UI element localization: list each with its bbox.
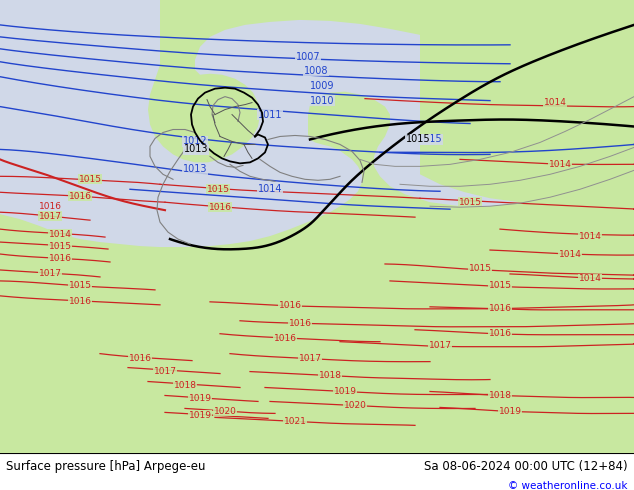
Polygon shape [148, 0, 634, 162]
Text: 1016: 1016 [278, 301, 302, 310]
Text: 1016: 1016 [489, 329, 512, 338]
Text: 1020: 1020 [214, 407, 236, 416]
Text: 1015: 1015 [68, 281, 91, 291]
Text: 1018: 1018 [489, 391, 512, 400]
Text: 1020: 1020 [344, 401, 366, 410]
Text: 1014: 1014 [548, 160, 571, 169]
Text: 1016: 1016 [273, 334, 297, 343]
Text: 1016: 1016 [68, 192, 91, 201]
Polygon shape [0, 0, 634, 247]
Text: 1019: 1019 [188, 394, 212, 403]
Text: 1015: 1015 [79, 175, 101, 184]
Text: 1017: 1017 [299, 354, 321, 363]
Text: 1013: 1013 [184, 145, 208, 154]
Text: 1008: 1008 [304, 66, 328, 76]
Text: 1017: 1017 [153, 367, 176, 376]
Text: 1016: 1016 [288, 319, 311, 328]
Text: 1019: 1019 [188, 411, 212, 420]
Text: 1015: 1015 [406, 134, 430, 145]
Text: 1015: 1015 [48, 242, 72, 250]
Text: 1019: 1019 [498, 407, 522, 416]
Text: 1016: 1016 [129, 354, 152, 363]
Text: 1016: 1016 [489, 304, 512, 313]
Text: 1015: 1015 [207, 185, 230, 194]
Text: 1014: 1014 [258, 184, 282, 194]
Text: 1015: 1015 [469, 265, 491, 273]
Text: 1015: 1015 [489, 281, 512, 291]
Text: 1018: 1018 [174, 381, 197, 390]
Text: 1009: 1009 [310, 81, 334, 91]
Text: 1016: 1016 [48, 253, 72, 263]
Text: 1016: 1016 [39, 202, 61, 211]
Text: 1014: 1014 [559, 249, 581, 259]
Text: 1014: 1014 [543, 98, 566, 107]
Text: 1015: 1015 [418, 134, 443, 145]
Text: 1016: 1016 [209, 203, 231, 212]
Polygon shape [420, 0, 634, 204]
Text: 1021: 1021 [283, 417, 306, 426]
Text: 1014: 1014 [579, 274, 602, 283]
Text: Sa 08-06-2024 00:00 UTC (12+84): Sa 08-06-2024 00:00 UTC (12+84) [424, 460, 628, 473]
Text: 1013: 1013 [183, 164, 207, 174]
Text: 1019: 1019 [333, 387, 356, 396]
Text: Surface pressure [hPa] Arpege-eu: Surface pressure [hPa] Arpege-eu [6, 460, 206, 473]
Text: © weatheronline.co.uk: © weatheronline.co.uk [508, 481, 628, 490]
Text: 1010: 1010 [310, 96, 334, 106]
Text: 1017: 1017 [429, 341, 451, 350]
Text: 1012: 1012 [183, 136, 207, 147]
Text: 1018: 1018 [318, 371, 342, 380]
Text: 1016: 1016 [68, 297, 91, 306]
Text: 1011: 1011 [258, 110, 282, 120]
Text: 1014: 1014 [579, 232, 602, 241]
Text: 1007: 1007 [295, 52, 320, 62]
Text: 1015: 1015 [458, 198, 481, 207]
Text: 1014: 1014 [49, 230, 72, 239]
Text: 1017: 1017 [39, 270, 61, 278]
Text: 1017: 1017 [39, 212, 61, 220]
